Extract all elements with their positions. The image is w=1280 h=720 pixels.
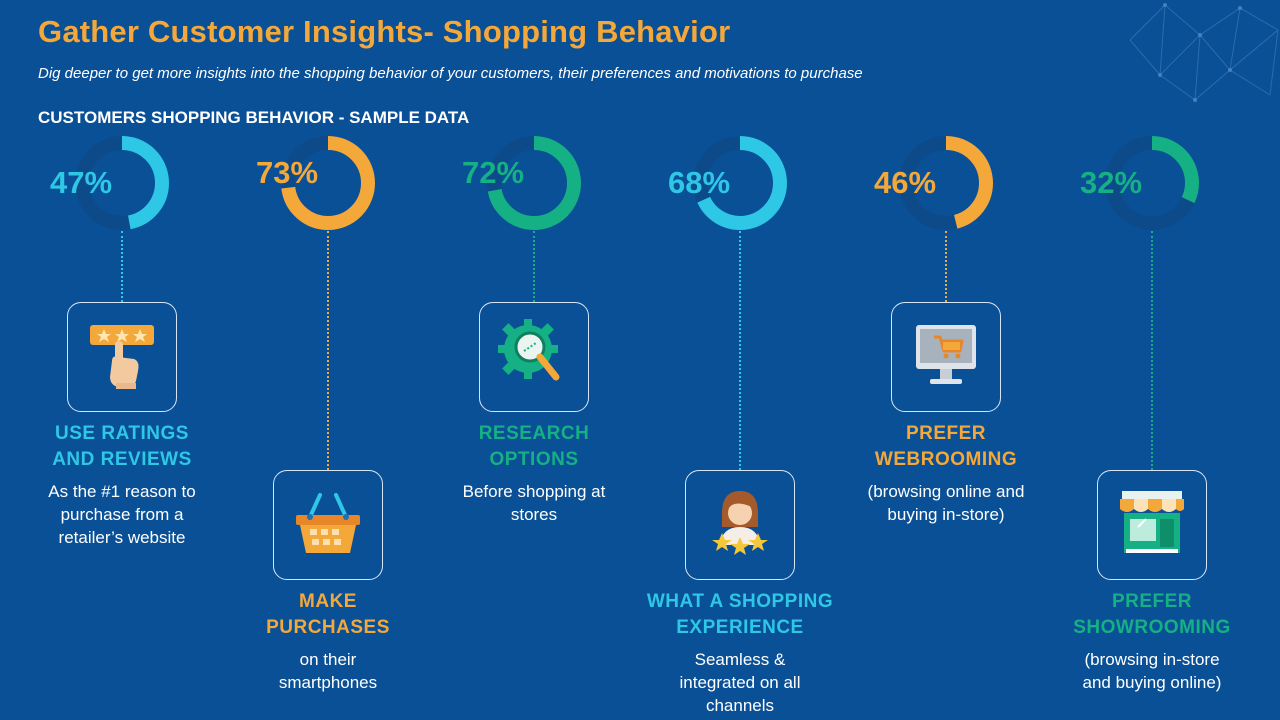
- behavior-description-line: (browsing online and: [867, 482, 1025, 501]
- donut-value-arc: [75, 136, 169, 230]
- percent-donut-chart: [281, 136, 375, 230]
- percent-donut-chart: [899, 136, 993, 230]
- icon-card: [479, 302, 589, 412]
- percent-donut-chart: [1105, 136, 1199, 230]
- behavior-label: USE RATINGS AND REVIEWS: [2, 421, 242, 473]
- behavior-description: (browsing in-store and buying online): [1042, 648, 1262, 694]
- icon-card: [1097, 470, 1207, 580]
- percent-donut-chart: [75, 136, 169, 230]
- page-title: Gather Customer Insights- Shopping Behav…: [38, 14, 731, 49]
- percent-value: 47%: [50, 165, 113, 200]
- percent-donut-chart: [693, 136, 787, 230]
- behavior-label-line: OPTIONS: [489, 449, 579, 470]
- storefront-icon: [1112, 483, 1192, 568]
- dotted-connector: [327, 231, 329, 470]
- donut-value-arc: [281, 136, 375, 230]
- dotted-connector: [1151, 231, 1153, 470]
- behavior-label-line: EXPERIENCE: [676, 617, 804, 638]
- behavior-description-line: buying in-store): [887, 505, 1005, 524]
- percent-value: 32%: [1080, 165, 1143, 200]
- research-gear-magnifier-icon: [494, 315, 574, 400]
- behavior-label-line: PURCHASES: [266, 617, 390, 638]
- behavior-description-line: and buying online): [1082, 673, 1222, 692]
- behavior-description-line: purchase from a: [60, 505, 184, 524]
- dotted-connector: [739, 231, 741, 470]
- behavior-label: MAKE PURCHASES: [208, 589, 448, 641]
- behavior-description-line: channels: [705, 696, 775, 715]
- dotted-connector: [533, 231, 535, 302]
- behavior-description-line: (browsing in-store: [1084, 650, 1220, 669]
- behavior-description-line: integrated on all: [679, 673, 801, 692]
- page-subtitle: Dig deeper to get more insights into the…: [38, 65, 863, 82]
- behavior-description: on their smartphones: [218, 648, 438, 694]
- icon-card: [273, 470, 383, 580]
- behavior-description-line: As the #1 reason to: [48, 482, 196, 501]
- percent-donut-chart: [487, 136, 581, 230]
- behavior-label: WHAT A SHOPPING EXPERIENCE: [620, 589, 860, 641]
- shopping-basket-icon: [288, 483, 368, 568]
- behavior-description: Before shopping at stores: [424, 480, 644, 526]
- icon-card: [891, 302, 1001, 412]
- behavior-label-line: AND REVIEWS: [52, 449, 192, 470]
- behavior-description: (browsing online and buying in-store): [836, 480, 1056, 526]
- donut-value-arc: [899, 136, 993, 230]
- dotted-connector: [945, 231, 947, 302]
- behavior-label-line: PREFER: [1111, 591, 1193, 612]
- behavior-label-line: MAKE: [299, 591, 357, 612]
- behavior-label-line: WHAT A SHOPPING: [646, 591, 834, 612]
- behavior-description-line: on their: [299, 650, 357, 669]
- customer-experience-stars-icon: [700, 483, 780, 568]
- behavior-description-line: stores: [510, 505, 558, 524]
- monitor-cart-icon: [906, 315, 986, 400]
- behavior-description-line: Seamless &: [694, 650, 786, 669]
- behavior-label: PREFER SHOWROOMING: [1032, 589, 1272, 641]
- behavior-label-line: SHOWROOMING: [1073, 617, 1231, 638]
- behavior-description-line: retailer’s website: [58, 528, 186, 547]
- percent-value: 72%: [462, 155, 525, 190]
- rating-stars-hand-icon: [82, 315, 162, 400]
- behavior-label-line: PREFER: [905, 423, 987, 444]
- donut-value-arc: [693, 136, 787, 230]
- background-network-decoration: [1129, 3, 1279, 102]
- behavior-label-line: RESEARCH: [478, 423, 590, 444]
- behavior-description-line: smartphones: [278, 673, 378, 692]
- section-title: CUSTOMERS SHOPPING BEHAVIOR - SAMPLE DAT…: [38, 108, 470, 127]
- donut-value-arc: [487, 136, 581, 230]
- percent-value: 73%: [256, 155, 319, 190]
- donut-value-arc: [1105, 136, 1199, 230]
- dotted-connector: [121, 231, 123, 302]
- icon-card: [685, 470, 795, 580]
- behavior-label-line: USE RATINGS: [55, 423, 189, 444]
- icon-card: [67, 302, 177, 412]
- behavior-description: Seamless & integrated on all channels: [630, 648, 850, 717]
- behavior-description-line: Before shopping at: [462, 482, 606, 501]
- percent-value: 68%: [668, 165, 731, 200]
- behavior-label: RESEARCH OPTIONS: [414, 421, 654, 473]
- behavior-label: PREFER WEBROOMING: [826, 421, 1066, 473]
- percent-value: 46%: [874, 165, 937, 200]
- behavior-label-line: WEBROOMING: [874, 449, 1018, 470]
- behavior-description: As the #1 reason to purchase from a retail…: [12, 480, 232, 549]
